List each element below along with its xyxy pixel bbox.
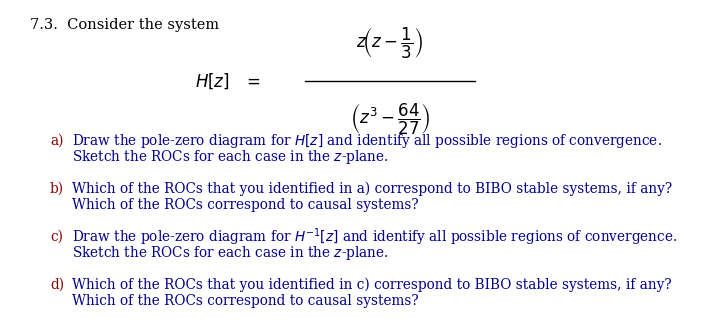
Text: Draw the pole-zero diagram for $H[z]$ and identify all possible regions of conve: Draw the pole-zero diagram for $H[z]$ an… xyxy=(72,132,662,150)
Text: Sketch the ROCs for each case in the $z$-plane.: Sketch the ROCs for each case in the $z$… xyxy=(72,148,389,166)
Text: 7.3.  Consider the system: 7.3. Consider the system xyxy=(30,18,219,32)
Text: c): c) xyxy=(50,230,63,244)
Text: $H[z]$: $H[z]$ xyxy=(195,71,229,91)
Text: $=$: $=$ xyxy=(243,73,260,89)
Text: Sketch the ROCs for each case in the $z$-plane.: Sketch the ROCs for each case in the $z$… xyxy=(72,244,389,262)
Text: Draw the pole-zero diagram for $H^{-1}[z]$ and identify all possible regions of : Draw the pole-zero diagram for $H^{-1}[z… xyxy=(72,226,678,248)
Text: b): b) xyxy=(50,182,64,196)
Text: Which of the ROCs correspond to causal systems?: Which of the ROCs correspond to causal s… xyxy=(72,198,419,212)
Text: $\left(z^3-\dfrac{64}{27}\right)$: $\left(z^3-\dfrac{64}{27}\right)$ xyxy=(350,101,430,137)
Text: Which of the ROCs that you identified in c) correspond to BIBO stable systems, i: Which of the ROCs that you identified in… xyxy=(72,278,672,292)
Text: Which of the ROCs that you identified in a) correspond to BIBO stable systems, i: Which of the ROCs that you identified in… xyxy=(72,182,672,196)
Text: Which of the ROCs correspond to causal systems?: Which of the ROCs correspond to causal s… xyxy=(72,294,419,308)
Text: a): a) xyxy=(50,134,64,148)
Text: d): d) xyxy=(50,278,64,292)
Text: $z\!\left(z-\dfrac{1}{3}\right)$: $z\!\left(z-\dfrac{1}{3}\right)$ xyxy=(356,26,424,60)
